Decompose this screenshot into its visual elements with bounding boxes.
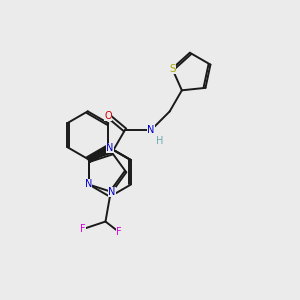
Text: N: N: [148, 125, 155, 135]
Text: N: N: [106, 143, 114, 153]
Text: S: S: [169, 64, 175, 74]
Text: N: N: [85, 179, 92, 190]
Text: F: F: [116, 227, 122, 237]
Text: N: N: [108, 187, 116, 197]
Text: O: O: [104, 111, 112, 121]
Text: H: H: [156, 136, 164, 146]
Text: F: F: [80, 224, 86, 234]
